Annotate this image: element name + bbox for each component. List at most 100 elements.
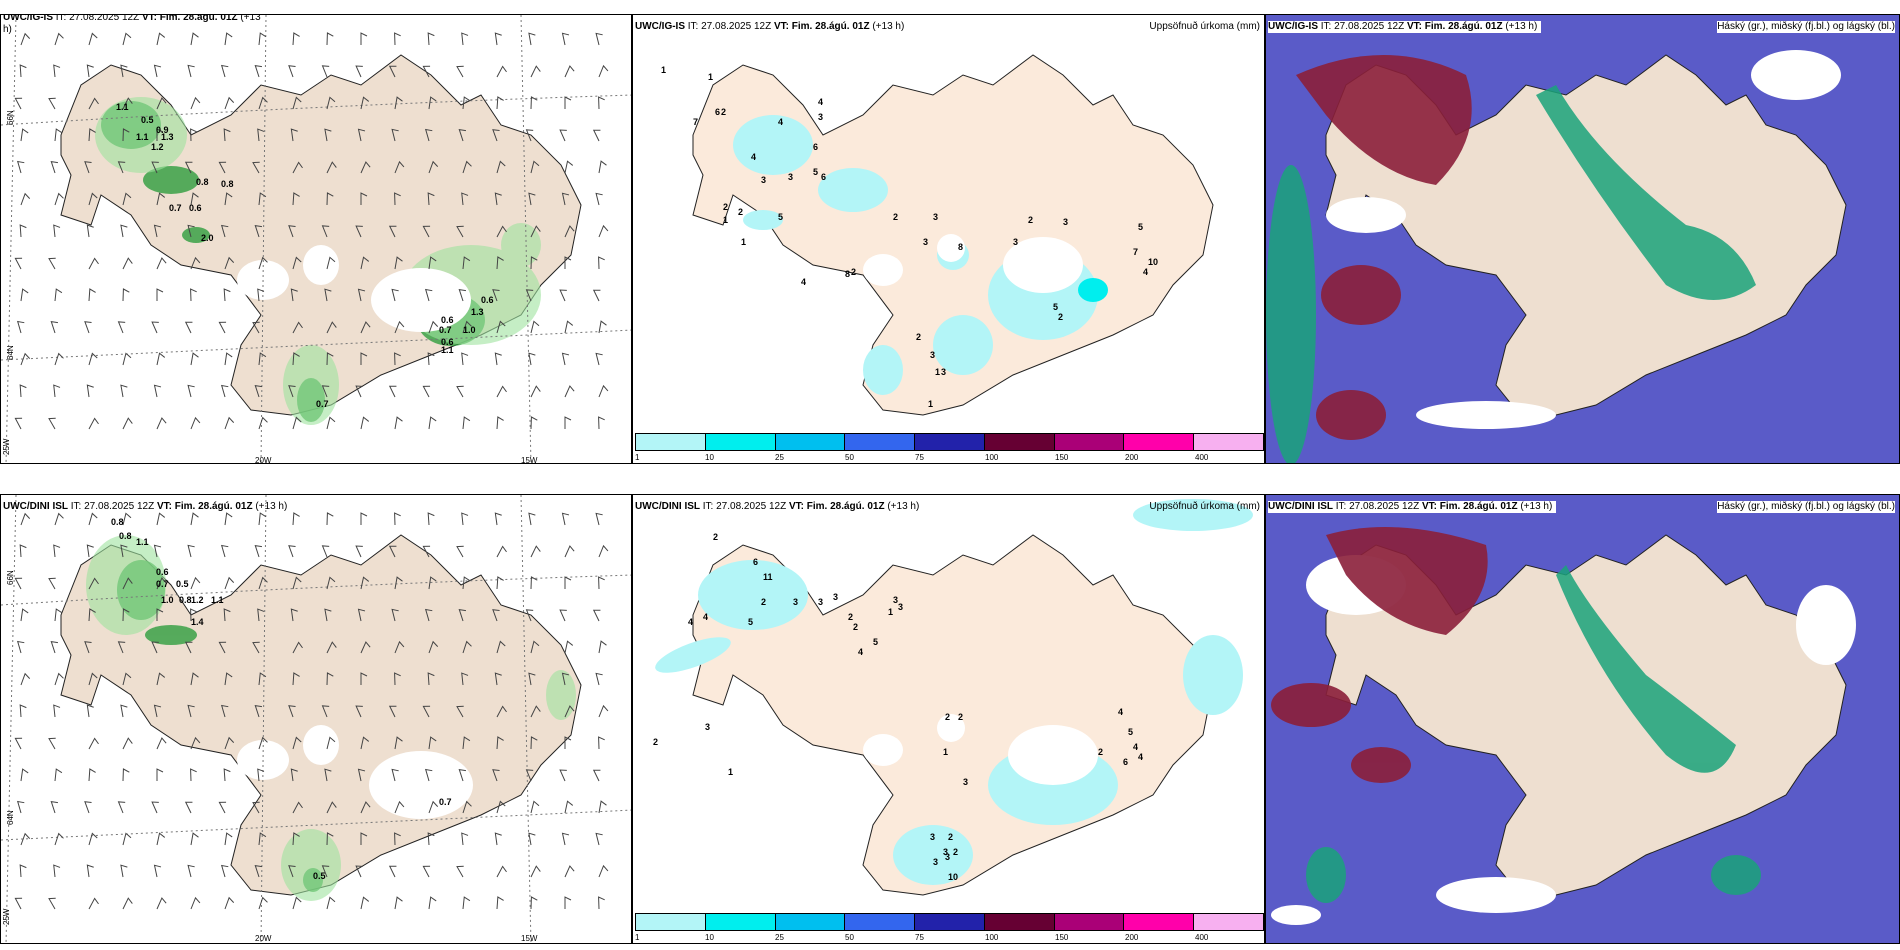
wind-barb xyxy=(151,641,159,654)
lat-64-label: 64N xyxy=(6,810,15,825)
map-value-label: 3 xyxy=(933,212,938,222)
wind-barb xyxy=(53,224,61,238)
bottom-precip-colorbar xyxy=(635,913,1264,931)
wind-barb xyxy=(117,161,126,174)
wind-barb xyxy=(595,512,603,526)
map-value-label: 4 xyxy=(858,647,863,657)
map-value-label: 0.8 xyxy=(111,517,124,527)
map-value-label: 4 xyxy=(801,277,806,287)
wind-barb xyxy=(564,640,574,654)
wind-barb xyxy=(290,128,298,142)
wind-barb xyxy=(122,97,133,110)
lon-20-label: 20W xyxy=(255,934,272,943)
wind-barb xyxy=(355,385,363,398)
cbar-swatch xyxy=(984,914,1055,930)
wind-barb xyxy=(258,192,267,206)
wind-barb xyxy=(88,832,98,846)
wind-barb xyxy=(360,192,368,205)
wind-barb xyxy=(391,288,399,302)
wind-barb xyxy=(456,705,464,718)
wind-barb xyxy=(360,321,371,334)
wind-barb xyxy=(394,352,401,366)
map-value-label: 3 xyxy=(930,350,935,360)
wind-barb xyxy=(19,384,27,398)
wind-barb xyxy=(190,608,197,622)
wind-barb xyxy=(598,416,605,430)
wind-barb xyxy=(394,800,405,814)
wind-barb xyxy=(564,256,572,269)
map-value-label: 1 xyxy=(935,367,940,377)
top-wind-title: UWC/IG-IS IT: 27.08.2025 12Z VT: Fim. 28… xyxy=(3,14,261,35)
wind-barb xyxy=(288,225,296,238)
cbar-tick: 100 xyxy=(985,453,999,462)
wind-barb xyxy=(288,545,296,558)
map-value-label: 3 xyxy=(941,367,946,377)
wind-barb xyxy=(292,801,303,814)
map-value-label: 3 xyxy=(793,597,798,607)
wind-barb xyxy=(388,865,397,878)
map-value-label: 1 xyxy=(928,399,933,409)
wind-barb xyxy=(428,736,437,750)
wind-barb xyxy=(461,192,469,206)
wind-barb xyxy=(120,384,128,398)
wind-barb xyxy=(19,704,27,718)
map-value-label: 2 xyxy=(916,332,921,342)
wind-barb xyxy=(88,768,96,782)
wind-barb xyxy=(355,865,363,878)
wind-barb xyxy=(428,416,437,430)
cbar-swatch xyxy=(984,434,1055,450)
wind-barb xyxy=(117,801,126,814)
wind-barb xyxy=(122,32,132,46)
top-precip-colorbar xyxy=(635,433,1264,451)
wind-barb xyxy=(428,800,439,814)
wind-barb xyxy=(422,65,431,78)
wind-barb xyxy=(496,896,504,910)
wind-barb xyxy=(190,256,201,270)
wind-barb xyxy=(530,896,538,910)
map-value-label: 1.1 xyxy=(136,537,149,547)
wind-barb xyxy=(530,736,538,750)
map-value-label: 6 xyxy=(821,172,826,182)
map-value-label: 2 xyxy=(1058,312,1063,322)
wind-barb xyxy=(190,352,199,366)
wind-barb xyxy=(496,576,504,590)
wind-barb xyxy=(292,256,302,270)
wind-barb xyxy=(598,256,605,270)
wind-barb xyxy=(14,417,23,430)
wind-barb xyxy=(88,737,99,750)
cbar-tick: 200 xyxy=(1125,933,1139,942)
wind-barb xyxy=(190,192,199,206)
top-wind-panel: UWC/IG-IS IT: 27.08.2025 12Z VT: Fim. 28… xyxy=(0,14,632,464)
wind-barb xyxy=(153,384,162,398)
wind-barb xyxy=(14,257,23,270)
wind-barb xyxy=(530,96,538,110)
map-value-label: 4 xyxy=(1118,707,1123,717)
wind-barb xyxy=(391,608,399,622)
wind-barb xyxy=(595,32,603,46)
wind-barb xyxy=(257,128,265,142)
wind-barb xyxy=(187,704,195,718)
wind-barb xyxy=(54,192,64,206)
wind-barb xyxy=(559,609,567,622)
wind-barb xyxy=(360,416,370,430)
wind-barb xyxy=(598,160,607,174)
lon-20-label: 20W xyxy=(255,456,272,464)
wind-barb xyxy=(153,544,162,558)
wind-barb xyxy=(122,768,130,782)
wind-barb xyxy=(530,385,541,398)
wind-barb xyxy=(326,896,336,910)
map-value-label: 2 xyxy=(721,107,726,117)
wind-barb xyxy=(190,672,199,686)
map-value-label: 3 xyxy=(893,595,898,605)
wind-barb xyxy=(428,320,439,334)
wind-barb xyxy=(156,577,167,590)
wind-barb xyxy=(288,65,296,78)
wind-barb xyxy=(224,832,233,846)
map-value-label: 7 xyxy=(693,117,698,127)
wind-barb xyxy=(84,801,92,814)
wind-barb xyxy=(528,192,536,206)
wind-barb xyxy=(16,640,25,654)
wind-barb xyxy=(288,865,296,878)
top-cloud-title: UWC/IG-IS IT: 27.08.2025 12Z VT: Fim. 28… xyxy=(1268,21,1542,33)
